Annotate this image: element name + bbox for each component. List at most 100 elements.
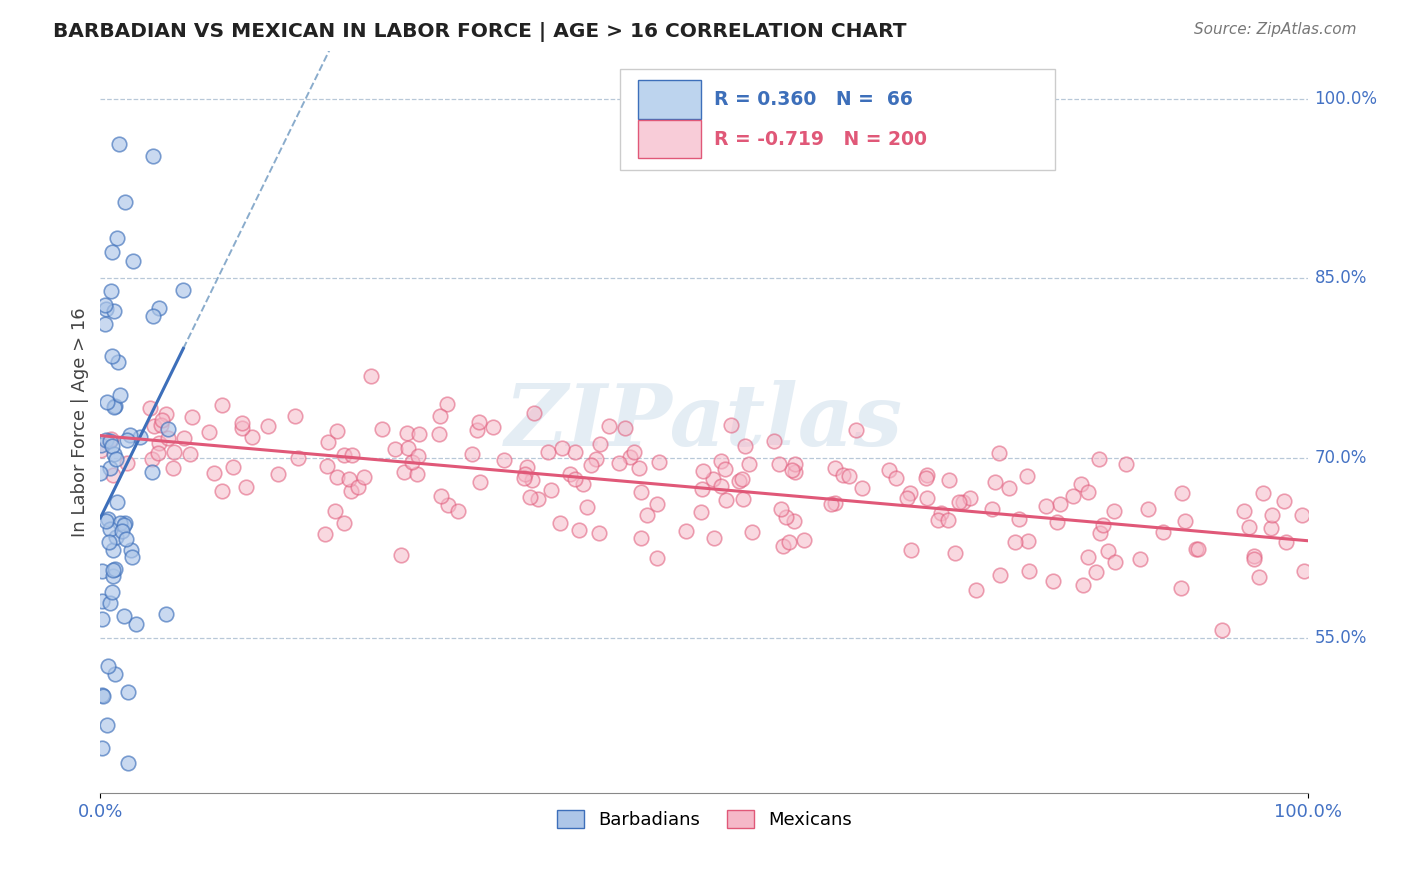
Point	[1049, 497, 1071, 511]
Point	[98, 596, 121, 610]
Point	[104, 399, 127, 413]
Point	[572, 477, 595, 491]
Point	[396, 441, 419, 455]
Text: 70.0%: 70.0%	[1315, 449, 1367, 467]
Point	[141, 466, 163, 480]
Point	[645, 551, 668, 566]
Point	[988, 568, 1011, 582]
Point	[1004, 534, 1026, 549]
Point	[97, 512, 120, 526]
Point	[333, 448, 356, 462]
Point	[783, 457, 806, 471]
Point	[142, 419, 165, 434]
Point	[326, 470, 349, 484]
Point	[108, 137, 131, 152]
Point	[148, 446, 170, 460]
Point	[122, 254, 145, 268]
Point	[938, 473, 960, 487]
Point	[427, 427, 450, 442]
Point	[371, 422, 394, 436]
Point	[90, 612, 112, 626]
Point	[437, 498, 460, 512]
Point	[769, 501, 792, 516]
Point	[115, 433, 138, 447]
Point	[1129, 552, 1152, 566]
Point	[179, 447, 201, 461]
Text: R = -0.719   N = 200: R = -0.719 N = 200	[714, 129, 927, 149]
Text: 85.0%: 85.0%	[1315, 269, 1367, 287]
Point	[614, 420, 637, 434]
Point	[482, 420, 505, 434]
Point	[384, 442, 406, 456]
Point	[240, 429, 263, 443]
Point	[589, 437, 612, 451]
FancyBboxPatch shape	[638, 120, 700, 159]
Point	[340, 448, 363, 462]
Point	[115, 532, 138, 546]
Point	[104, 667, 127, 681]
Point	[100, 461, 122, 475]
Point	[1291, 508, 1313, 523]
Point	[353, 470, 375, 484]
Point	[1272, 494, 1295, 508]
Point	[775, 510, 797, 524]
Point	[142, 148, 165, 162]
Point	[326, 425, 349, 439]
Point	[256, 419, 278, 434]
Text: 55.0%: 55.0%	[1315, 629, 1367, 647]
Point	[221, 459, 243, 474]
Point	[89, 467, 111, 481]
Point	[90, 594, 112, 608]
Point	[520, 473, 543, 487]
Point	[523, 406, 546, 420]
Point	[513, 467, 536, 482]
Point	[395, 426, 418, 441]
Point	[851, 481, 873, 495]
Point	[101, 244, 124, 259]
Point	[1085, 566, 1108, 580]
Point	[927, 513, 949, 527]
Point	[527, 491, 550, 506]
Point	[141, 309, 163, 323]
Point	[91, 564, 114, 578]
Point	[96, 718, 118, 732]
Point	[783, 465, 806, 479]
Point	[1171, 486, 1194, 500]
Point	[284, 409, 307, 423]
Point	[714, 493, 737, 508]
Point	[101, 467, 124, 482]
Point	[103, 400, 125, 414]
Point	[1233, 504, 1256, 518]
Point	[568, 523, 591, 537]
Point	[1243, 552, 1265, 566]
Point	[720, 418, 742, 433]
Point	[103, 304, 125, 318]
Point	[734, 438, 756, 452]
Point	[93, 689, 115, 703]
Point	[100, 432, 122, 446]
Point	[537, 444, 560, 458]
FancyBboxPatch shape	[638, 80, 700, 119]
Point	[1174, 514, 1197, 528]
Legend: Barbadians, Mexicans: Barbadians, Mexicans	[550, 803, 859, 837]
Point	[100, 434, 122, 448]
Point	[1237, 519, 1260, 533]
Point	[314, 526, 336, 541]
Point	[148, 436, 170, 450]
Point	[93, 317, 115, 331]
Point	[461, 447, 484, 461]
Point	[943, 546, 966, 560]
Point	[845, 423, 868, 437]
Point	[820, 497, 842, 511]
Point	[101, 584, 124, 599]
Point	[150, 413, 173, 427]
Point	[548, 516, 571, 531]
Point	[965, 582, 987, 597]
Point	[107, 355, 129, 369]
Point	[1115, 457, 1137, 471]
Point	[1170, 582, 1192, 596]
Point	[900, 542, 922, 557]
Point	[1071, 577, 1094, 591]
Point	[1077, 485, 1099, 500]
Point	[588, 526, 610, 541]
